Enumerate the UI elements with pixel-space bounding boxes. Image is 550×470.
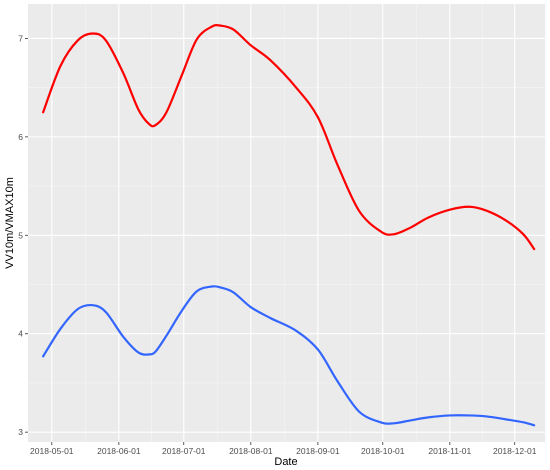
x-tick-label: 2018-05-01	[30, 446, 74, 456]
x-tick-label: 2018-11-01	[428, 446, 471, 456]
y-axis-title: VV10m/VMAX10m	[4, 177, 16, 269]
plot-panel	[28, 4, 545, 442]
y-tick-label: 5	[18, 230, 23, 240]
x-axis-title: Date	[274, 456, 297, 468]
x-tick-label: 2018-12-01	[493, 446, 537, 456]
series-line-1	[42, 23, 536, 251]
x-tick-label: 2018-06-01	[97, 446, 141, 456]
series-line-2	[42, 285, 536, 427]
series-lines	[42, 23, 536, 427]
y-tick-label: 4	[18, 329, 23, 339]
x-tick-label: 2018-10-01	[361, 446, 405, 456]
grid	[28, 4, 545, 442]
x-tick-label: 2018-07-01	[162, 446, 206, 456]
y-tick-label: 3	[18, 427, 23, 437]
y-tick-label: 7	[18, 33, 23, 43]
x-tick-label: 2018-08-01	[229, 446, 273, 456]
y-axis-ticks: 3 4 5 6 7	[18, 33, 28, 437]
x-axis-ticks: 2018-05-01 2018-06-01 2018-07-01 2018-08-01…	[30, 442, 537, 456]
y-tick-label: 6	[18, 132, 23, 142]
x-tick-label: 2018-09-01	[296, 446, 340, 456]
